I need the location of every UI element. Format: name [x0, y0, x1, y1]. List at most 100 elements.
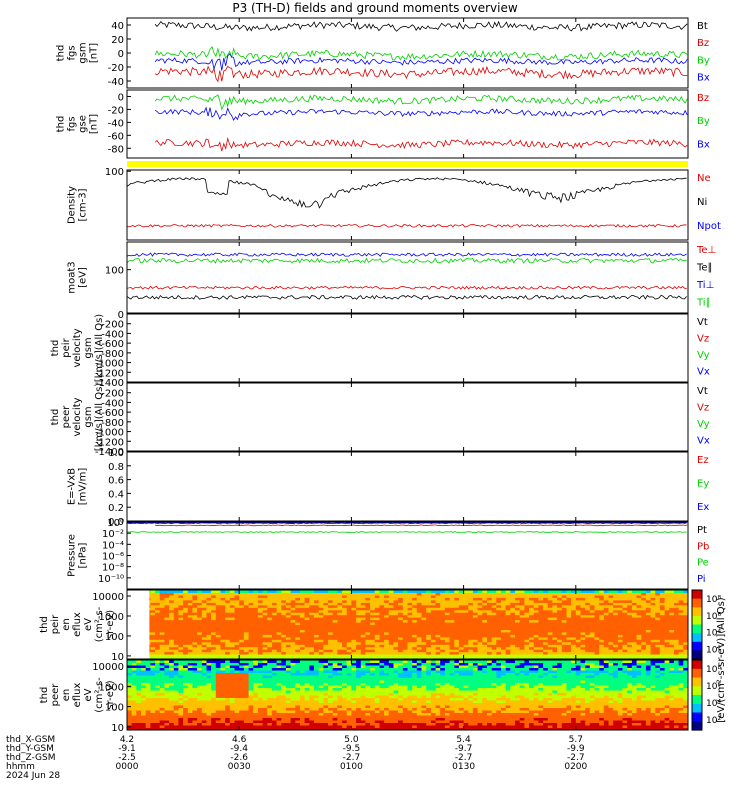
temperature-series-ti [126, 257, 687, 264]
efield-legend-ex: Ex [697, 502, 709, 513]
fgs_gse-ytick-label: -40 [108, 118, 124, 129]
fgs_gsm-legend-bz: Bz [697, 38, 709, 49]
peer_eflux-ylabel: eV [83, 688, 94, 701]
pressure-ylabel: [nPa] [78, 542, 89, 568]
efield-ytick-label: 0.0 [108, 517, 124, 528]
peer_eflux-ylabel: eflux [72, 683, 83, 708]
fgs_gsm-series-bx [154, 53, 688, 71]
peir_velocity-ylabel: [km/s](All Qs) [94, 314, 105, 382]
fgs_gsm-ytick-label: 20 [111, 35, 124, 46]
peir_eflux-ytick-label: 100 [105, 632, 124, 643]
temperature-ylabel: moat3 [67, 261, 78, 293]
peir_eflux-colorbar-tick: 10⁶ [706, 612, 721, 622]
peer_eflux-colorbar-tick: 10⁶ [706, 682, 721, 692]
peer_eflux-colorbar-tick: 10⁸ [706, 665, 721, 675]
xaxis-hhmm: 0130 [452, 762, 475, 772]
xaxis-row-label: thd_Z-GSM [6, 753, 55, 763]
pressure-ytick-label: 10⁻¹⁰ [98, 574, 124, 585]
pressure-legend-pi: Pi [697, 574, 706, 585]
peir_eflux-colorbar-tick: 10⁴ [706, 629, 721, 639]
xaxis-z-gsm: -2.6 [230, 753, 248, 763]
peir_velocity-ylabel: velocity [72, 328, 83, 367]
peer_velocity-ytick-label: -1000 [95, 428, 124, 439]
peir_velocity-ytick-label: -200 [101, 320, 124, 331]
fgs_gsm-legend-bt: Bt [697, 21, 708, 32]
peer_velocity-ytick-label: -1200 [95, 437, 124, 448]
peir_velocity-ytick-label: -1000 [95, 359, 124, 370]
efield-ytick-label: 0.8 [108, 462, 124, 473]
density-ylabel: Density [67, 186, 78, 224]
peir_velocity-legend-vy: Vy [697, 350, 710, 361]
peir_velocity-ytick-label: -800 [101, 349, 124, 360]
fgs_gsm-series-bt [154, 20, 688, 32]
fgs_gsm-series-by [154, 45, 688, 61]
temperature-series-ti [126, 252, 687, 257]
peer_velocity-ytick-label: -600 [101, 408, 124, 419]
peer_eflux-ytick-label: 10000 [92, 662, 124, 673]
efield-ylabel: E=-VxB [67, 468, 78, 505]
peer_eflux-spectrogram [127, 660, 689, 731]
peer_eflux-ylabel: sr-eV) [105, 680, 116, 709]
peer_eflux-colorbar-tick: 10⁴ [706, 699, 721, 709]
xaxis-hhmm: 0000 [116, 762, 139, 772]
peir_eflux-ylabel: eflux [72, 612, 83, 637]
fgs_gse-ylabel: thd [56, 116, 67, 133]
peir_velocity-ylabel: peir [61, 337, 72, 357]
density-legend-npot: Npot [697, 221, 721, 232]
fgs_gse-ylabel: fgs [67, 116, 78, 131]
pressure-series-pi [126, 521, 687, 524]
plot-title: P3 (TH-D) fields and ground moments over… [232, 1, 518, 15]
xaxis-y-gsm: -9.4 [230, 744, 248, 754]
fgs_gsm-ytick-label: 40 [111, 21, 124, 32]
peir_velocity-ylabel: thd [50, 340, 61, 357]
fgs_gsm-ytick-label: -20 [108, 63, 124, 74]
peir_velocity-legend-vx: Vx [697, 367, 710, 378]
pressure-legend-pt: Pt [697, 525, 707, 536]
peer_eflux-colorbar [691, 659, 703, 731]
xaxis-hhmm: 0100 [340, 762, 363, 772]
peer_velocity-ylabel: velocity [72, 397, 83, 436]
temperature-legend-te: Te∥ [696, 262, 713, 273]
pressure-legend-pb: Pb [697, 541, 709, 552]
efield-legend-ez: Ez [697, 455, 709, 466]
peer_eflux-ytick-label: 10 [111, 723, 124, 734]
density-frame [126, 169, 689, 241]
pressure-ytick-label: 10⁻⁸ [102, 563, 124, 574]
xaxis-row-label: hhmm [6, 762, 35, 772]
density-series-ne [126, 223, 687, 228]
fgs_gse-legend-bx: Bx [697, 139, 710, 150]
xaxis-y-gsm: -9.9 [567, 744, 585, 754]
density-legend-ne: Ne [697, 173, 711, 184]
density-series-ni [126, 177, 687, 209]
fgs_gse-ytick-label: -60 [108, 131, 124, 142]
efield-legend-ey: Ey [697, 479, 709, 490]
xaxis-row-label: 2024 Jun 28 [6, 771, 60, 781]
xaxis-y-gsm: -9.1 [118, 744, 136, 754]
fgs_gse-legend-bz: Bz [697, 93, 709, 104]
xaxis-z-gsm: -2.7 [343, 753, 361, 763]
pressure-ytick-label: 10⁻⁶ [102, 552, 124, 563]
pressure-ylabel: Pressure [67, 534, 78, 577]
peir_velocity-ytick-label: 0 [118, 310, 124, 321]
efield-frame [126, 451, 689, 522]
xaxis-z-gsm: -2.7 [567, 753, 585, 763]
efield-ytick-label: 1.0 [108, 448, 124, 459]
peir_eflux-ylabel: eV [83, 618, 94, 631]
pressure-ytick-label: 10⁰ [107, 518, 124, 529]
xaxis-x-gsm: 4.6 [232, 735, 247, 745]
xaxis-x-gsm: 5.0 [344, 735, 359, 745]
xaxis-x-gsm: 5.7 [569, 735, 583, 745]
temperature-ytick-label: 100 [105, 266, 124, 277]
fgs_gsm-ylabel: fgs [67, 45, 78, 60]
fgs_gse-ylabel: [nT] [89, 114, 100, 134]
temperature-frame [126, 241, 689, 314]
peir_eflux-ylabel: sr-eV) [105, 610, 116, 639]
pressure-ytick-label: 10⁻⁴ [102, 540, 124, 551]
pressure-frame [126, 521, 689, 590]
peir_velocity-ytick-label: -600 [101, 339, 124, 350]
peir_eflux-ylabel: peir [50, 614, 61, 634]
fgs_gse-ytick-label: 0 [118, 92, 124, 103]
xaxis-row-label: thd_Y-GSM [6, 744, 54, 754]
peir_eflux-ytick-label: 10000 [92, 592, 124, 603]
